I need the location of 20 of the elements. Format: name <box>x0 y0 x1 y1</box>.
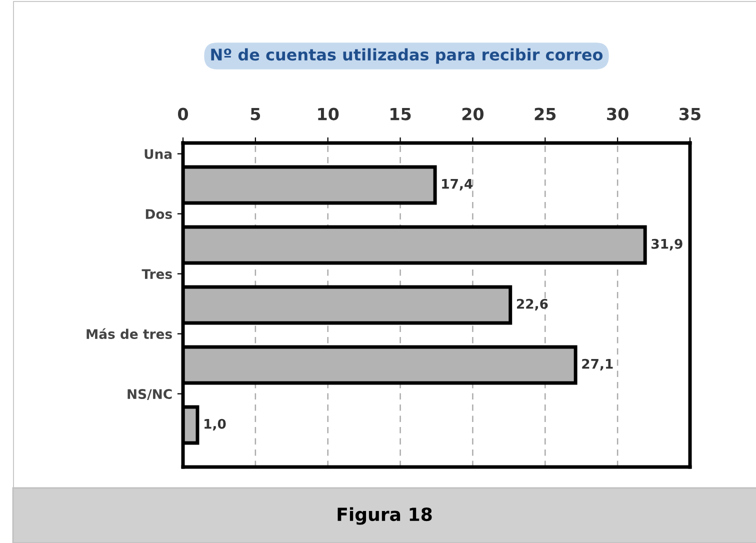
y-tick-label: Tres <box>142 269 172 279</box>
data-label: 27,1 <box>582 358 613 371</box>
data-label: 31,9 <box>652 238 682 251</box>
data-label: 1,0 <box>204 418 226 431</box>
x-tick-label: 10 <box>318 108 339 120</box>
x-tick-label: 35 <box>680 108 700 120</box>
data-label: 22,6 <box>516 298 548 311</box>
data-label: 17,4 <box>442 179 473 191</box>
x-tick-label: 25 <box>534 108 556 120</box>
x-tick-label: 30 <box>607 108 628 120</box>
chart-title: Nº de cuentas utilizadas para recibir correo <box>211 48 603 64</box>
x-tick-label: 20 <box>462 108 484 120</box>
x-tick-label: 15 <box>390 108 411 120</box>
y-tick-label: Una <box>144 149 172 159</box>
x-tick-label: 0 <box>178 108 188 120</box>
y-tick-label: Dos <box>146 209 172 219</box>
x-tick-label: 5 <box>250 108 260 120</box>
y-tick-label: NS/NC <box>128 389 172 400</box>
text: Figura 18 <box>338 507 432 525</box>
y-tick-label: Más de tres <box>86 328 172 339</box>
